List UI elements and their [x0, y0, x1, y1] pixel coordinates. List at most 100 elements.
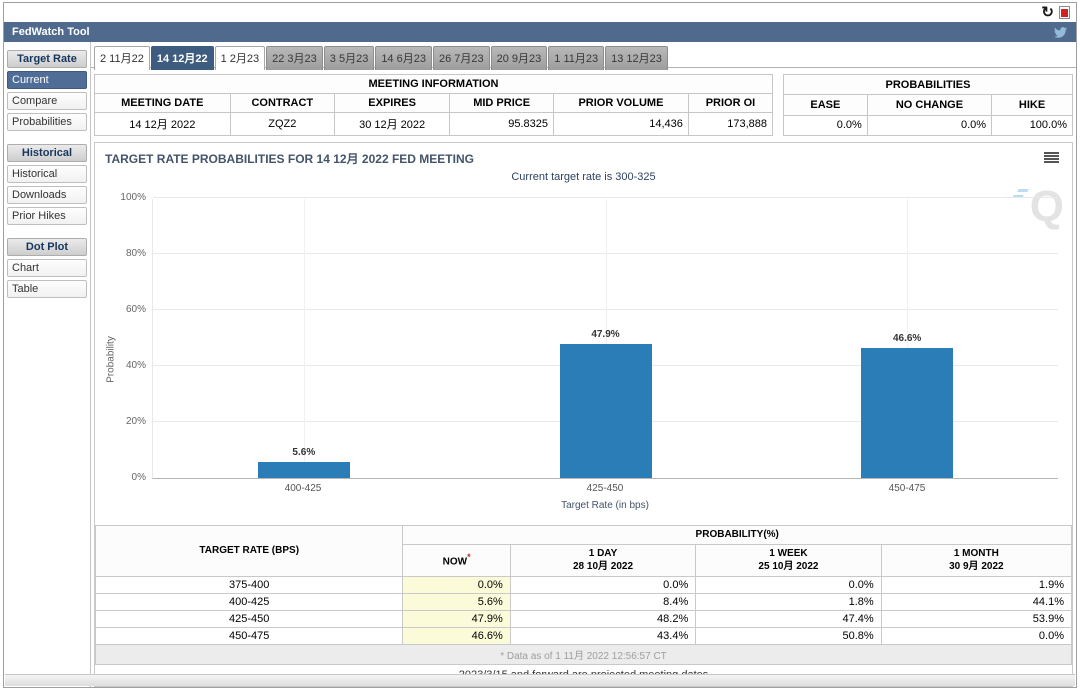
meeting-information-values: 14 12月 2022 ZQZ2 30 12月 2022 95.8325 14,…	[94, 112, 774, 136]
x-axis-labels: 400-425 425-450 450-475	[152, 479, 1058, 496]
title-bar: FedWatch Tool	[4, 22, 1076, 42]
gridline	[907, 199, 909, 478]
refresh-icon[interactable]: ↻	[1041, 3, 1054, 21]
day-cell: 8.4%	[509, 592, 697, 611]
sidebar: Target Rate Current Compare Probabilitie…	[4, 42, 91, 687]
col-mid-price: MID PRICE	[449, 93, 554, 113]
x-tick: 450-475	[888, 483, 926, 494]
tab-meeting-6[interactable]: 26 7月23	[432, 46, 490, 70]
app-title: FedWatch Tool	[12, 26, 90, 38]
bar-450-475[interactable]: 46.6%	[861, 333, 954, 478]
expires-value: 30 12月 2022	[333, 112, 451, 136]
probabilities-summary-title: PROBABILITIES	[783, 73, 1073, 96]
tab-meeting-8[interactable]: 1 11月23	[548, 46, 605, 70]
month-cell: 53.9%	[880, 609, 1073, 628]
bar-400-425[interactable]: 5.6%	[257, 447, 350, 478]
now-cell: 47.9%	[402, 609, 511, 628]
sidebar-item-historical[interactable]: Historical	[7, 165, 87, 183]
data-as-of-footnote: * Data as of 1 11月 2022 12:56:57 CT	[95, 643, 1072, 665]
day-cell: 43.4%	[509, 626, 697, 645]
sidebar-item-chart[interactable]: Chart	[7, 259, 87, 277]
rate-cell: 450-475	[94, 626, 404, 645]
tab-meeting-0[interactable]: 2 11月22	[94, 46, 150, 70]
fedwatch-window: ↻ FedWatch Tool Target Rate Current Comp…	[3, 2, 1077, 688]
table-row: 425-450 47.9% 48.2% 47.4% 53.9%	[94, 609, 1073, 628]
col-1-week: 1 WEEK 25 10月 2022	[695, 543, 882, 577]
y-tick: 0%	[131, 472, 146, 483]
col-prior-volume: PRIOR VOLUME	[552, 93, 689, 113]
meeting-information-table: MEETING INFORMATION MEETING DATE CONTRAC…	[94, 74, 774, 136]
col-hike: HIKE	[991, 94, 1073, 116]
no-change-value: 0.0%	[866, 114, 993, 137]
y-axis-title: Probability	[105, 336, 117, 383]
now-cell: 46.6%	[402, 626, 511, 645]
document-export-icon[interactable]	[1059, 6, 1070, 19]
prior-volume-value: 14,436	[552, 112, 689, 136]
sidebar-item-table[interactable]: Table	[7, 280, 87, 298]
col-now: NOW*	[402, 543, 511, 577]
table-row: 400-425 5.6% 8.4% 1.8% 44.1%	[94, 592, 1073, 611]
sidebar-item-probabilities[interactable]: Probabilities	[7, 113, 87, 131]
tab-meeting-4[interactable]: 3 5月23	[323, 46, 375, 70]
sidebar-header-dot-plot: Dot Plot	[7, 238, 87, 256]
sidebar-header-historical: Historical	[7, 144, 87, 162]
twitter-icon[interactable]	[1053, 26, 1068, 39]
tab-meeting-3[interactable]: 22 3月23	[266, 46, 323, 70]
y-tick: 40%	[125, 360, 146, 371]
sidebar-item-downloads[interactable]: Downloads	[7, 186, 87, 204]
month-cell: 44.1%	[880, 592, 1073, 611]
meeting-date-value: 14 12月 2022	[94, 112, 231, 136]
tab-meeting-7[interactable]: 20 9月23	[490, 46, 548, 70]
asterisk: *	[467, 552, 471, 563]
bottom-scrollbar-track[interactable]	[5, 674, 1075, 686]
sidebar-item-prior-hikes[interactable]: Prior Hikes	[7, 207, 87, 225]
probability-group-header: PROBABILITY(%)	[402, 525, 1072, 545]
week-cell: 47.4%	[695, 609, 882, 628]
month-cell: 0.0%	[880, 626, 1073, 645]
y-tick: 100%	[120, 192, 146, 203]
sidebar-item-current[interactable]: Current	[7, 71, 87, 89]
now-cell: 0.0%	[402, 575, 511, 594]
bar-value-label: 46.6%	[892, 333, 922, 344]
now-cell: 5.6%	[402, 592, 511, 611]
rate-cell: 375-400	[94, 575, 404, 594]
y-tick: 60%	[125, 304, 146, 315]
plot-area: 0% 20% 40% 60% 80% 100% 5.6% 47.9%	[120, 192, 1058, 483]
month-cell: 1.9%	[880, 575, 1073, 594]
chart-menu-icon[interactable]	[1044, 152, 1059, 164]
chart-panel: TARGET RATE PROBABILITIES FOR 14 12月 202…	[94, 142, 1073, 687]
bar-value-label: 47.9%	[591, 329, 620, 340]
ease-value: 0.0%	[783, 114, 868, 137]
tab-meeting-9[interactable]: 13 12月23	[605, 46, 668, 70]
col-expires: EXPIRES	[333, 93, 451, 113]
sidebar-item-compare[interactable]: Compare	[7, 92, 87, 110]
probability-bar-chart: Probability 0% 20% 40% 60%	[95, 192, 1072, 525]
x-tick: 425-450	[586, 483, 624, 494]
week-cell: 0.0%	[695, 575, 882, 594]
y-tick: 80%	[125, 248, 146, 259]
table-row: 450-475 46.6% 43.4% 50.8% 0.0%	[94, 626, 1073, 645]
mid-price-value: 95.8325	[449, 112, 554, 136]
bar-value-label: 5.6%	[292, 447, 316, 458]
day-cell: 0.0%	[509, 575, 697, 594]
x-axis-title: Target Rate (in bps)	[561, 500, 649, 511]
col-target-rate-bps: TARGET RATE (BPS)	[94, 525, 404, 577]
col-prior-oi: PRIOR OI	[687, 93, 774, 113]
meeting-information-title: MEETING INFORMATION	[94, 74, 773, 94]
probabilities-summary-values: 0.0% 0.0% 100.0%	[783, 114, 1073, 137]
browser-chrome-strip: ↻	[4, 3, 1076, 22]
tab-meeting-2[interactable]: 1 2月23	[214, 46, 266, 70]
chart-subtitle: Current target rate is 300-325	[511, 171, 656, 183]
contract-value: ZQZ2	[229, 112, 336, 136]
rate-cell: 400-425	[94, 592, 404, 611]
tab-meeting-5[interactable]: 14 6月23	[375, 46, 432, 70]
rate-cell: 425-450	[94, 609, 404, 628]
bar-425-450[interactable]: 47.9%	[559, 329, 652, 478]
col-no-change: NO CHANGE	[866, 94, 993, 116]
col-meeting-date: MEETING DATE	[94, 93, 231, 113]
quikstrike-watermark-logo: Q	[1011, 185, 1064, 229]
probabilities-summary-table: PROBABILITIES EASE NO CHANGE HIKE 0.0% 0…	[783, 73, 1073, 137]
hike-value: 100.0%	[991, 114, 1073, 137]
x-tick: 400-425	[284, 483, 322, 494]
tab-meeting-1[interactable]: 14 12月22	[150, 46, 214, 70]
